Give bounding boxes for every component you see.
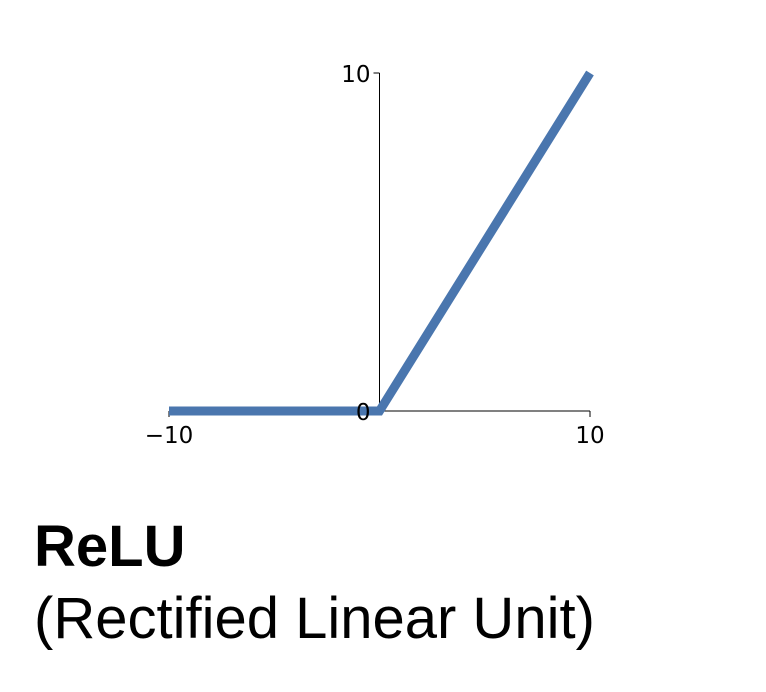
x-tick-label: 10 (575, 423, 604, 449)
relu-chart: −10 10 0 10 (145, 62, 605, 449)
y-tick-label: 0 (356, 400, 371, 426)
y-tick-label: 10 (341, 62, 370, 88)
x-tick-label: −10 (145, 423, 194, 449)
series-layer (169, 70, 594, 416)
axes (168, 72, 591, 417)
caption-title: ReLU (34, 514, 186, 579)
caption-subtitle: (Rectified Linear Unit) (34, 586, 595, 651)
tick-labels: −10 10 0 10 (145, 62, 605, 449)
relu-line (169, 70, 594, 416)
